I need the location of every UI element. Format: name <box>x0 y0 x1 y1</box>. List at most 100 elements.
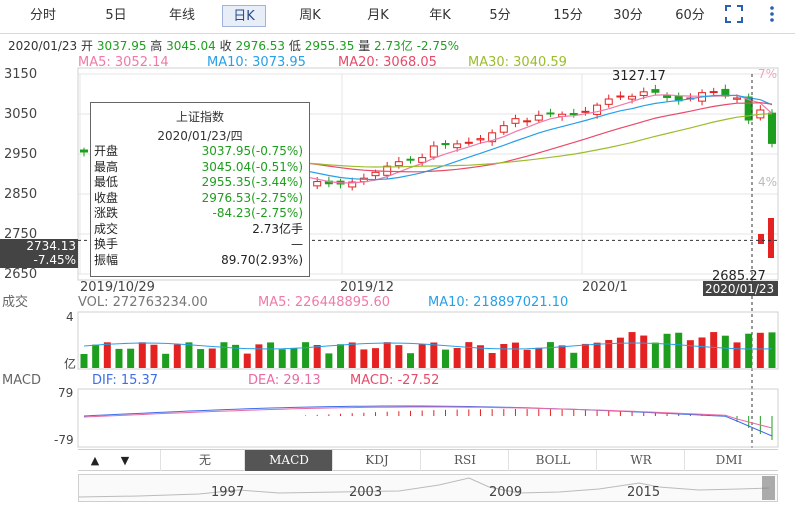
date-axis-label: 2019/12 <box>340 280 394 295</box>
volume-bar <box>756 332 764 368</box>
tab-5[interactable]: 周K <box>299 8 321 23</box>
peak-annotation: 3127.17 <box>612 69 666 84</box>
tooltip-row-value: 89.70(2.93%) <box>221 252 303 267</box>
indicator-tab-boll[interactable]: BOLL <box>508 450 597 471</box>
volume-bar <box>325 353 333 368</box>
tab-3[interactable]: 年线 <box>168 8 195 23</box>
indicator-tab-macd[interactable]: MACD <box>244 450 333 471</box>
tooltip-row-label: 换手 <box>94 237 119 251</box>
more-vertical-icon[interactable] <box>760 4 784 28</box>
tab-4[interactable]: 日K <box>222 5 266 27</box>
cursor-price-label: 2734.13 <box>0 239 78 254</box>
info-close: 2976.53 <box>235 39 286 53</box>
volume-bar <box>255 344 263 368</box>
nav-year: 1997 <box>211 485 245 500</box>
tab-2[interactable]: 5日 <box>105 8 127 23</box>
volume-bar <box>407 353 415 368</box>
indicator-tab-kdj[interactable]: KDJ <box>332 450 421 471</box>
price-axis-label: 2950 <box>4 147 37 162</box>
candle-body <box>663 94 672 98</box>
volume-bar <box>663 333 671 368</box>
tab-6[interactable]: 月K <box>367 8 389 23</box>
volume-bar <box>290 348 298 368</box>
fullscreen-icon[interactable] <box>722 4 746 28</box>
candle-body <box>406 158 415 161</box>
tab-9[interactable]: 15分 <box>553 8 583 23</box>
volume-bar <box>616 337 624 368</box>
volume-bar <box>546 342 554 368</box>
tab-8[interactable]: 5分 <box>489 8 511 23</box>
candle-body <box>651 89 660 93</box>
volume-bar <box>640 335 648 368</box>
volume-bar <box>511 342 519 368</box>
ma20-legend: MA20: 3068.05 <box>338 55 437 70</box>
candle-body <box>523 120 532 123</box>
info-open: 3037.95 <box>96 39 147 53</box>
volume-bar <box>745 333 753 368</box>
volume-bar <box>185 342 193 368</box>
ma10-legend: MA10: 3073.95 <box>207 55 306 70</box>
tooltip-row: 最低 2955.35(-3.44%) <box>91 175 309 191</box>
indicator-tab-rsi[interactable]: RSI <box>420 450 509 471</box>
tab-11[interactable]: 60分 <box>675 8 705 23</box>
info-change: -2.75% <box>416 39 460 53</box>
range-navigator[interactable]: 1997 2003 2009 2015 <box>78 474 778 502</box>
volume-bar <box>581 343 589 368</box>
volume-bar <box>232 344 240 368</box>
candle-body <box>80 149 88 153</box>
info-date: 2020/01/23 <box>8 39 78 53</box>
volume-bar <box>127 348 135 368</box>
candle-body <box>768 218 774 258</box>
tooltip-row-value: — <box>291 237 303 251</box>
tooltip-row: 振幅 89.70(2.93%) <box>91 253 309 269</box>
volume-bar <box>395 345 403 368</box>
tab-1[interactable]: 分时 <box>29 8 56 23</box>
macd-axis-top: 79 <box>58 386 73 400</box>
volume-bar <box>138 342 146 368</box>
candle-body <box>758 234 764 244</box>
ma30-legend: MA30: 3040.59 <box>468 55 567 70</box>
tooltip-row: 涨跌 -84.23(-2.75%) <box>91 206 309 222</box>
candle-body <box>733 97 742 100</box>
indicator-tab-dmi[interactable]: DMI <box>684 450 773 471</box>
volume-axis-top: 4 <box>66 310 74 324</box>
scroll-left-icon[interactable]: ▲ <box>90 454 100 467</box>
tab-7[interactable]: 年K <box>429 8 451 23</box>
pct-axis-label: 4% <box>758 175 777 189</box>
volume-bar <box>383 342 391 368</box>
volume-bar <box>686 340 694 368</box>
navigator-handle[interactable] <box>762 476 775 500</box>
tab-10[interactable]: 30分 <box>613 8 643 23</box>
volume-bar <box>721 335 729 368</box>
candle-body <box>418 157 427 163</box>
volume-bar <box>220 342 228 368</box>
candle-body <box>604 98 613 105</box>
tooltip-row-value: 2.73亿手 <box>252 221 303 236</box>
volume-bar <box>605 339 613 368</box>
volume-bar <box>570 352 578 368</box>
volume-ma5: MA5: 226448895.60 <box>258 295 390 310</box>
volume-bar <box>348 342 356 368</box>
candle-body <box>639 91 648 96</box>
macd-title: MACD <box>2 373 41 388</box>
indicator-tab-wr[interactable]: WR <box>596 450 685 471</box>
indicator-tab-无[interactable]: 无 <box>160 450 249 471</box>
tooltip-row-label: 最低 <box>94 175 119 189</box>
volume-bar <box>698 337 706 368</box>
candle-body <box>546 112 555 115</box>
volume-bar <box>103 342 111 368</box>
candle-body <box>768 112 776 144</box>
scroll-right-icon[interactable]: ▼ <box>120 454 130 467</box>
info-open-label: 开 <box>81 39 94 53</box>
volume-bar <box>267 342 275 368</box>
volume-bar <box>710 332 718 368</box>
candle-body <box>476 138 485 141</box>
volume-bar <box>418 344 426 368</box>
volume-bar <box>523 349 531 368</box>
pct-axis-label: 7% <box>758 67 777 81</box>
volume-bar <box>628 332 636 368</box>
candle-body <box>453 143 462 149</box>
price-panel-frame <box>77 67 779 281</box>
volume-bar <box>92 344 100 368</box>
